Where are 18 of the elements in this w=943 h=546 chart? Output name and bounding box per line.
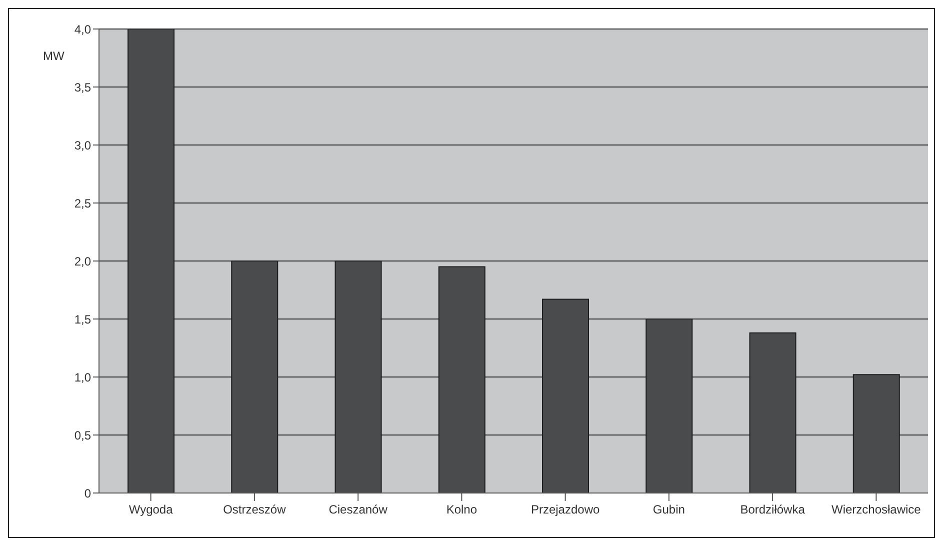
y-axis-title: MW <box>43 49 64 63</box>
y-tick-label: 1,0 <box>74 370 92 384</box>
y-tick-label: 3,0 <box>74 138 92 152</box>
x-tick-label: Gubin <box>652 502 685 517</box>
y-tick-label: 3,5 <box>74 80 92 94</box>
y-tick-label: 2,0 <box>74 254 92 268</box>
x-tick-label: Bordziłówka <box>740 502 806 517</box>
y-tick-label: 1,5 <box>74 312 92 326</box>
x-tick-label: Wierzchosławice <box>832 502 922 517</box>
y-tick-label: 4,0 <box>74 22 92 36</box>
y-tick-label: 0,5 <box>74 428 92 442</box>
x-tick-label: Ostrzeszów <box>223 502 286 517</box>
x-tick-label: Cieszanów <box>328 502 388 517</box>
x-tick-label: Wygoda <box>128 502 174 517</box>
y-tick-label: 0 <box>84 486 92 500</box>
y-tick-label: 2,5 <box>74 196 92 210</box>
x-tick-label: Przejazdowo <box>530 502 600 517</box>
x-tick-label: Kolno <box>446 502 478 517</box>
